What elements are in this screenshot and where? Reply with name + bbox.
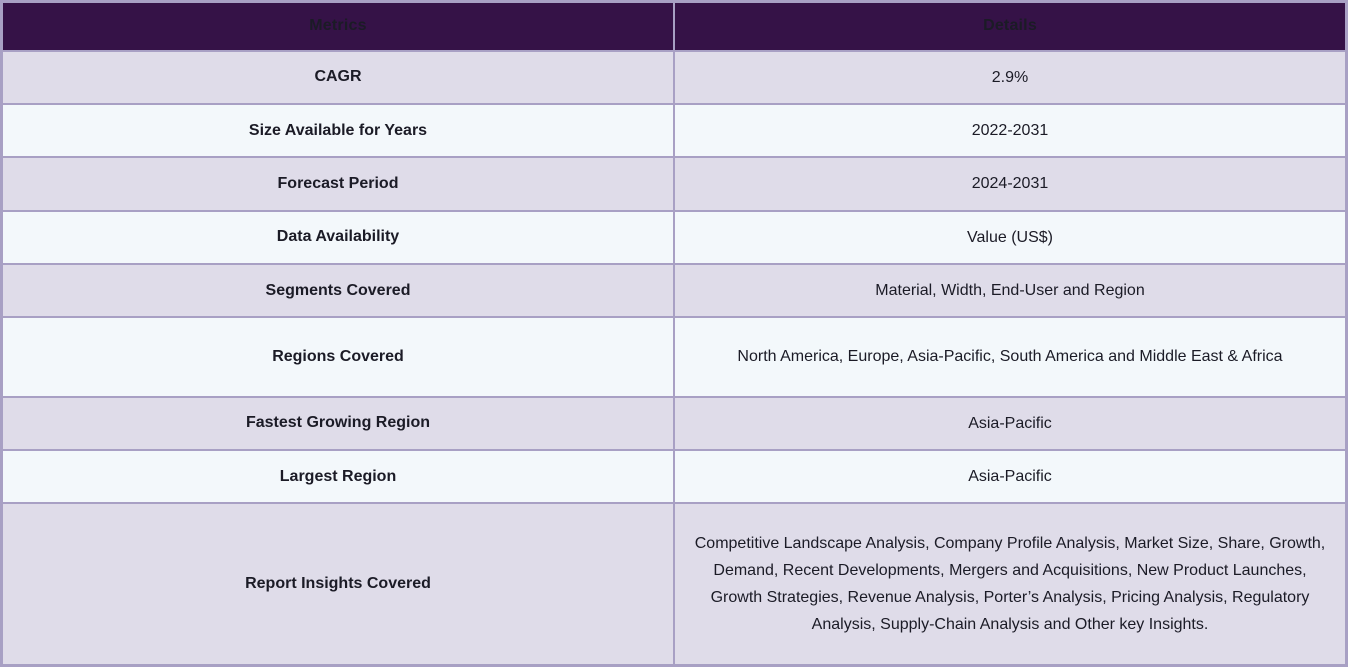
detail-text: Asia-Pacific [968,414,1052,432]
metric-cell: Largest Region [0,449,675,505]
column-header-details: Details [673,0,1348,52]
detail-cell: Material, Width, End-User and Region [673,262,1348,319]
metric-cell: Forecast Period [0,156,675,212]
metric-cell: Segments Covered [0,262,675,319]
table-row-size-available: Size Available for Years 2022-2031 [0,102,1348,159]
detail-cell: 2022-2031 [673,102,1348,159]
detail-cell: 2024-2031 [673,156,1348,212]
table-row-cagr: CAGR 2.9% [0,49,1348,105]
detail-cell: Asia-Pacific [673,395,1348,452]
detail-text: Value (US$) [967,228,1053,246]
detail-cell: Competitive Landscape Analysis, Company … [673,502,1348,667]
table-row-largest-region: Largest Region Asia-Pacific [0,449,1348,505]
detail-cell: North America, Europe, Asia-Pacific, Sou… [673,316,1348,398]
header-row: Metrics Details [0,0,1348,52]
table-row-forecast-period: Forecast Period 2024-2031 [0,156,1348,212]
table-row-fastest-growing-region: Fastest Growing Region Asia-Pacific [0,395,1348,452]
metric-cell: Size Available for Years [0,102,675,159]
table-row-segments-covered: Segments Covered Material, Width, End-Us… [0,262,1348,319]
metric-cell: Fastest Growing Region [0,395,675,452]
table-row-data-availability: Data Availability Value (US$) [0,209,1348,265]
detail-text: Competitive Landscape Analysis, Company … [694,535,1326,634]
metric-cell: Report Insights Covered [0,502,675,667]
metric-cell: Regions Covered [0,316,675,398]
table-row-report-insights: Report Insights Covered Competitive Land… [0,502,1348,667]
detail-text: 2.9% [991,68,1029,86]
metric-cell: Data Availability [0,209,675,265]
detail-cell: 2.9% [673,49,1348,105]
detail-text: North America, Europe, Asia-Pacific, Sou… [737,348,1283,366]
table-row-regions-covered: Regions Covered North America, Europe, A… [0,316,1348,398]
detail-text: 2024-2031 [971,175,1049,193]
detail-text: Asia-Pacific [968,468,1052,486]
detail-cell: Asia-Pacific [673,449,1348,505]
detail-cell: Value (US$) [673,209,1348,265]
detail-text: 2022-2031 [971,122,1049,140]
detail-text: Material, Width, End-User and Region [875,282,1145,300]
column-header-metrics: Metrics [0,0,675,52]
metric-cell: CAGR [0,49,675,105]
